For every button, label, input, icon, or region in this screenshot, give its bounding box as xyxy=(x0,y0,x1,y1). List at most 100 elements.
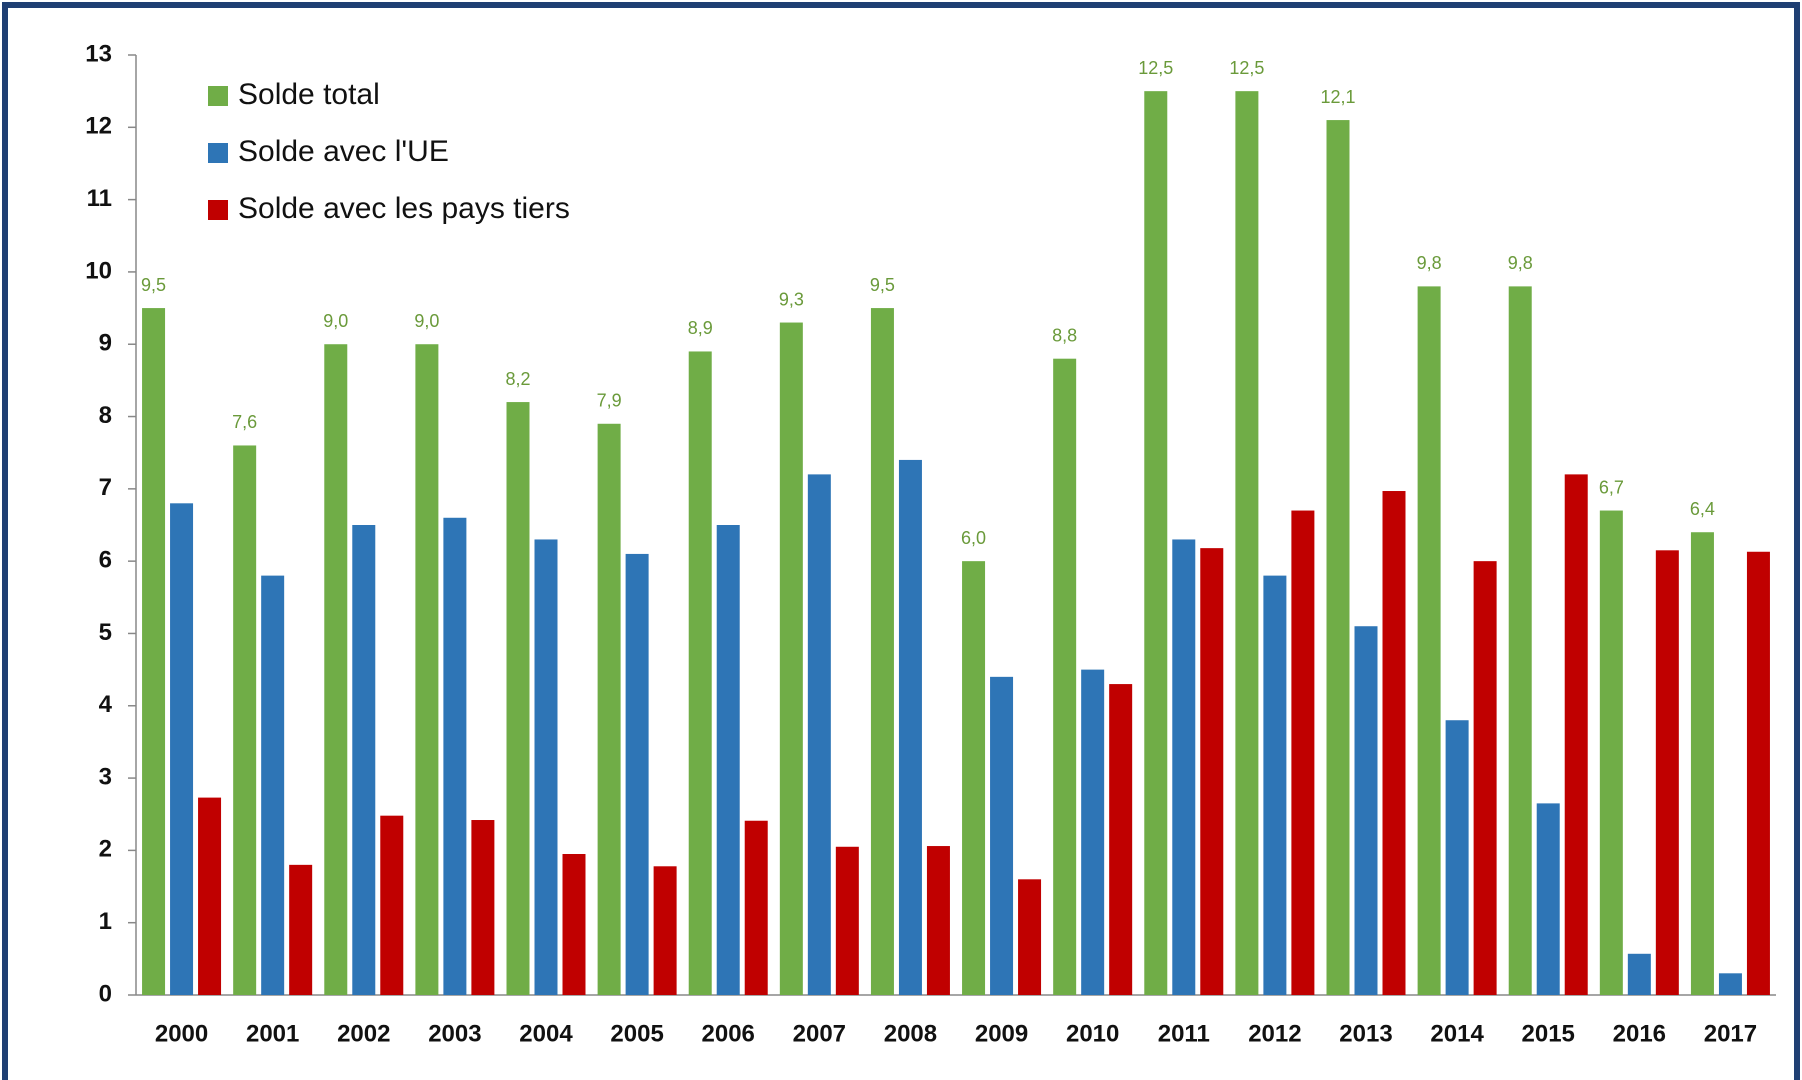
bar xyxy=(1263,575,1287,995)
bar xyxy=(1018,879,1042,995)
legend-label: Solde avec les pays tiers xyxy=(238,192,570,225)
bar xyxy=(142,308,166,996)
data-label: 8,9 xyxy=(688,318,713,338)
bar xyxy=(898,459,922,995)
bar xyxy=(1718,973,1742,995)
bar xyxy=(1690,532,1714,995)
data-label: 9,5 xyxy=(141,275,166,295)
bar xyxy=(1564,474,1588,995)
bar xyxy=(1326,120,1350,996)
bar xyxy=(1655,550,1679,995)
bar xyxy=(835,846,859,995)
bar xyxy=(506,402,530,996)
y-tick-label: 0 xyxy=(99,980,112,1007)
bar xyxy=(1473,561,1497,995)
data-label: 8,8 xyxy=(1052,325,1077,345)
bar xyxy=(1235,91,1259,995)
bar xyxy=(962,561,986,995)
bar xyxy=(352,525,376,995)
y-tick-label: 10 xyxy=(85,257,112,284)
bar xyxy=(443,517,467,995)
bar xyxy=(471,820,495,995)
x-tick-label: 2007 xyxy=(793,1020,846,1047)
bar xyxy=(716,525,740,995)
bar xyxy=(415,344,439,995)
data-label: 9,5 xyxy=(870,275,895,295)
data-label: 6,4 xyxy=(1690,499,1715,519)
y-tick-label: 11 xyxy=(87,185,112,212)
bar xyxy=(807,474,831,995)
bar xyxy=(779,322,803,995)
bar xyxy=(1382,491,1406,995)
y-tick-label: 5 xyxy=(99,619,112,646)
legend-swatch xyxy=(208,86,228,106)
bar xyxy=(261,575,285,995)
y-tick-label: 7 xyxy=(99,474,112,501)
data-label: 7,9 xyxy=(597,391,622,411)
data-label: 12,5 xyxy=(1138,58,1173,78)
x-tick-label: 2005 xyxy=(610,1020,663,1047)
x-tick-label: 2015 xyxy=(1522,1020,1575,1047)
x-tick-label: 2000 xyxy=(155,1020,208,1047)
bar xyxy=(870,308,894,996)
x-tick-label: 2016 xyxy=(1613,1020,1666,1047)
y-tick-label: 12 xyxy=(85,113,112,140)
y-tick-label: 2 xyxy=(99,836,112,863)
bar xyxy=(1508,286,1532,995)
bar xyxy=(597,423,621,995)
bar xyxy=(1200,548,1224,995)
bar xyxy=(289,864,313,995)
x-tick-label: 2014 xyxy=(1430,1020,1484,1047)
data-label: 9,8 xyxy=(1417,253,1442,273)
bar xyxy=(1746,551,1770,995)
x-tick-label: 2002 xyxy=(337,1020,390,1047)
bar xyxy=(170,503,194,995)
data-label: 7,6 xyxy=(232,412,257,432)
data-label: 9,8 xyxy=(1508,253,1533,273)
bar xyxy=(324,344,348,995)
bar xyxy=(744,820,768,995)
bar xyxy=(198,797,222,995)
x-tick-label: 2006 xyxy=(702,1020,755,1047)
bar xyxy=(562,854,586,995)
bar xyxy=(1053,358,1077,995)
bar xyxy=(1417,286,1441,995)
bar xyxy=(1627,953,1651,995)
y-tick-label: 4 xyxy=(99,691,113,718)
bar xyxy=(380,815,404,995)
bar xyxy=(688,351,712,995)
data-label: 9,3 xyxy=(779,289,804,309)
y-tick-label: 3 xyxy=(99,763,112,790)
x-tick-label: 2012 xyxy=(1248,1020,1301,1047)
bar xyxy=(534,539,558,995)
bar xyxy=(1172,539,1196,995)
x-tick-label: 2009 xyxy=(975,1020,1028,1047)
x-tick-label: 2013 xyxy=(1339,1020,1392,1047)
bar xyxy=(1599,510,1623,995)
y-tick-label: 13 xyxy=(85,40,112,67)
bar xyxy=(1109,684,1133,995)
bar xyxy=(1354,626,1378,995)
x-tick-label: 2004 xyxy=(519,1020,573,1047)
x-tick-label: 2008 xyxy=(884,1020,937,1047)
bar xyxy=(1291,510,1315,995)
y-tick-label: 8 xyxy=(99,402,112,429)
x-tick-label: 2001 xyxy=(246,1020,299,1047)
legend-label: Solde avec l'UE xyxy=(238,135,449,168)
legend-label: Solde total xyxy=(238,78,380,111)
data-label: 9,0 xyxy=(414,311,439,331)
data-label: 8,2 xyxy=(505,369,530,389)
bar xyxy=(1445,720,1469,995)
bar xyxy=(1081,669,1105,995)
bar xyxy=(625,553,649,995)
bar xyxy=(990,676,1014,995)
bar xyxy=(653,866,677,995)
data-label: 6,0 xyxy=(961,528,986,548)
x-tick-label: 2017 xyxy=(1704,1020,1757,1047)
legend-swatch xyxy=(208,143,228,163)
bar xyxy=(1536,803,1560,995)
data-label: 12,5 xyxy=(1229,58,1264,78)
bar xyxy=(1144,91,1168,995)
